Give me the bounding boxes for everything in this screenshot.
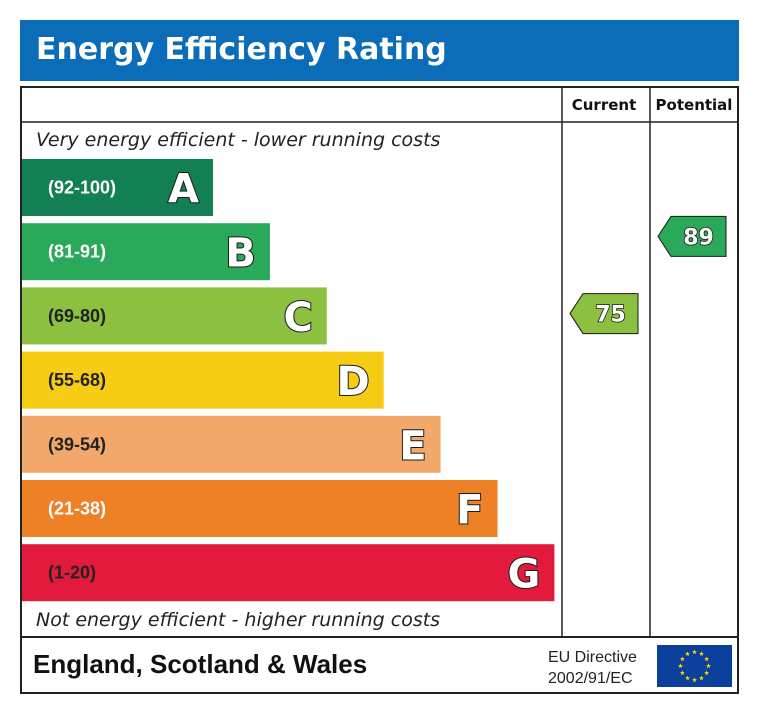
band-bar-c <box>22 287 327 345</box>
band-g: (1-20) G <box>22 544 555 602</box>
current-rating-value: 75 <box>595 303 626 328</box>
band-bar-b <box>22 223 270 281</box>
caption-top: Very energy efficient - lower running co… <box>36 129 441 151</box>
band-range-e: (39-54) <box>48 434 106 454</box>
chart-frame <box>20 86 739 694</box>
current-rating-indicator: 75 <box>569 293 639 335</box>
band-bar-g <box>22 544 555 602</box>
eu-star-icon <box>685 675 690 681</box>
potential-rating-value: 89 <box>683 225 714 250</box>
band-letter-c: C <box>283 295 312 341</box>
eu-star-icon <box>678 663 683 669</box>
band-letter-b: B <box>225 231 256 277</box>
band-letter-f: F <box>456 488 483 534</box>
eu-star-icon <box>685 651 690 656</box>
current-column-header: Current <box>572 96 637 114</box>
eu-star-icon <box>704 656 710 662</box>
band-range-c: (69-80) <box>48 306 106 326</box>
rating-indicators: 75 89 <box>569 215 727 335</box>
eu-star-icon <box>706 663 711 669</box>
band-d: (55-68) D <box>22 351 384 409</box>
band-bar-d <box>22 351 384 409</box>
eu-star-icon <box>699 675 704 681</box>
current-rating-arrow <box>569 293 639 335</box>
band-f: (21-38) F <box>22 480 498 537</box>
eu-star-icon <box>699 651 704 656</box>
band-range-a: (92-100) <box>48 178 116 198</box>
band-bar-a <box>22 159 213 216</box>
potential-rating-indicator: 89 <box>657 215 727 257</box>
rating-bands: (92-100) A (81-91) B (69-80) C (55-68) D (39-54)… <box>22 159 555 602</box>
eu-star-icon <box>692 649 697 655</box>
band-e: (39-54) E <box>22 415 441 473</box>
band-letter-g: G <box>508 552 541 598</box>
band-bar-e <box>22 415 441 473</box>
band-range-g: (1-20) <box>48 563 96 583</box>
band-a: (92-100) A <box>22 159 213 216</box>
band-range-d: (55-68) <box>48 370 106 390</box>
band-letter-d: D <box>336 359 369 405</box>
band-letter-a: A <box>168 167 199 213</box>
eu-star-icon <box>679 656 685 662</box>
footer-directive-line1: EU Directive <box>548 649 637 666</box>
band-bar-f <box>22 480 498 537</box>
eu-star-icon <box>679 670 685 676</box>
eu-flag-icon <box>657 645 732 687</box>
potential-column-header: Potential <box>656 96 733 114</box>
potential-rating-arrow <box>657 215 727 257</box>
band-range-b: (81-91) <box>48 242 106 262</box>
page-title: Energy Efficiency Rating <box>36 32 447 67</box>
footer-directive-line2: 2002/91/EC <box>548 670 633 687</box>
caption-bottom: Not energy efficient - higher running co… <box>36 609 440 631</box>
band-range-f: (21-38) <box>48 499 106 519</box>
eu-star-icon <box>692 677 697 683</box>
band-b: (81-91) B <box>22 223 270 281</box>
footer-region: England, Scotland & Wales <box>33 649 367 679</box>
band-c: (69-80) C <box>22 287 327 345</box>
eu-star-icon <box>704 670 710 676</box>
band-letter-e: E <box>399 423 426 469</box>
title-bar: Energy Efficiency Rating <box>20 20 739 81</box>
